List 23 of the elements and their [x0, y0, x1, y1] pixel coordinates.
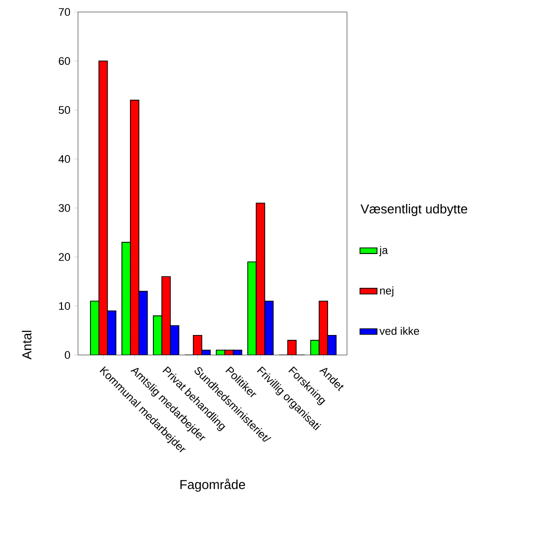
y-axis-title: Antal	[22, 330, 32, 360]
bar	[161, 276, 171, 355]
bar	[310, 340, 320, 355]
bar	[247, 262, 257, 355]
bar	[256, 202, 266, 355]
bar	[170, 325, 180, 355]
y-tick-label: 30	[58, 204, 70, 212]
y-tick-label: 40	[58, 155, 70, 163]
legend-label: nej	[380, 286, 394, 297]
y-tick-label: 20	[58, 253, 70, 261]
y-tick-label: 0	[64, 351, 70, 359]
bar	[264, 300, 274, 355]
y-tick-label: 50	[58, 106, 70, 114]
y-tick-label: 10	[59, 302, 70, 310]
x-axis-title: Fagområde	[180, 478, 246, 492]
legend-label: ja	[379, 246, 388, 256]
y-tick-label: 60	[58, 57, 70, 65]
legend-label: ved ikke	[379, 326, 420, 335]
bar	[318, 300, 328, 355]
bar	[152, 315, 162, 355]
legend-title: Væsentligt udbytte	[360, 204, 468, 216]
y-tick-label: 70	[58, 8, 70, 16]
bar	[287, 340, 297, 355]
